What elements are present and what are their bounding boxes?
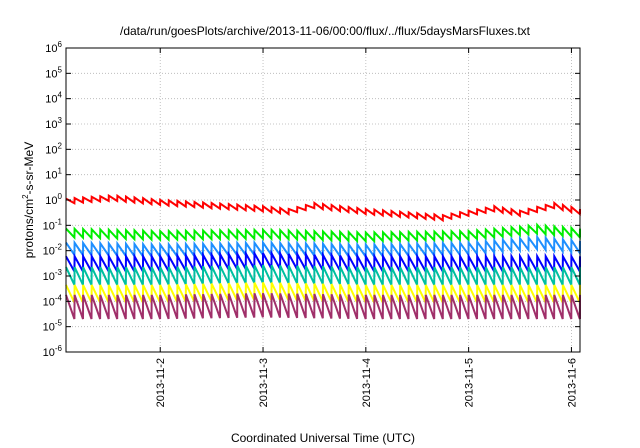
y-tick-label: 104 bbox=[45, 91, 62, 106]
x-tick-label: 2013-11-3 bbox=[258, 358, 270, 407]
series-line bbox=[65, 249, 581, 276]
y-tick-label: 102 bbox=[45, 141, 62, 156]
series-line bbox=[65, 233, 581, 260]
y-tick-label: 101 bbox=[45, 167, 62, 182]
y-tick-label: 10-5 bbox=[43, 319, 63, 334]
y-axis-label: protons/cm2-s-sr-MeV bbox=[21, 142, 36, 258]
x-axis: 2013-11-2 2013-11-3 2013-11-4 2013-11-5 2013… bbox=[155, 48, 578, 407]
y-tick-label: 10-6 bbox=[43, 344, 63, 359]
y-axis: 10-6 10-5 10-4 10-3 10-2 10-1 100 101 102 103 104 1… bbox=[43, 40, 580, 359]
series-group bbox=[65, 193, 581, 320]
series-line bbox=[65, 222, 581, 244]
y-tick-label: 10-2 bbox=[43, 243, 63, 258]
x-tick-label: 2013-11-4 bbox=[361, 358, 373, 407]
x-tick-label: 2013-11-5 bbox=[464, 358, 476, 407]
y-tick-label: 103 bbox=[45, 116, 62, 131]
y-tick-label: 10-1 bbox=[43, 217, 63, 232]
series-line bbox=[65, 292, 581, 320]
y-tick-label: 105 bbox=[45, 65, 62, 80]
y-tick-label: 100 bbox=[45, 192, 62, 207]
chart-title: /data/run/goesPlots/archive/2013-11-06/0… bbox=[120, 24, 531, 38]
y-tick-label: 10-3 bbox=[43, 268, 63, 283]
series-line bbox=[65, 193, 581, 223]
y-tick-label: 106 bbox=[45, 40, 62, 55]
x-tick-label: 2013-11-6 bbox=[566, 358, 578, 407]
series-line bbox=[65, 281, 581, 304]
y-tick-label: 10-4 bbox=[43, 293, 63, 308]
x-axis-label: Coordinated Universal Time (UTC) bbox=[231, 431, 415, 445]
series-line bbox=[65, 264, 581, 286]
x-tick-label: 2013-11-2 bbox=[155, 358, 167, 407]
